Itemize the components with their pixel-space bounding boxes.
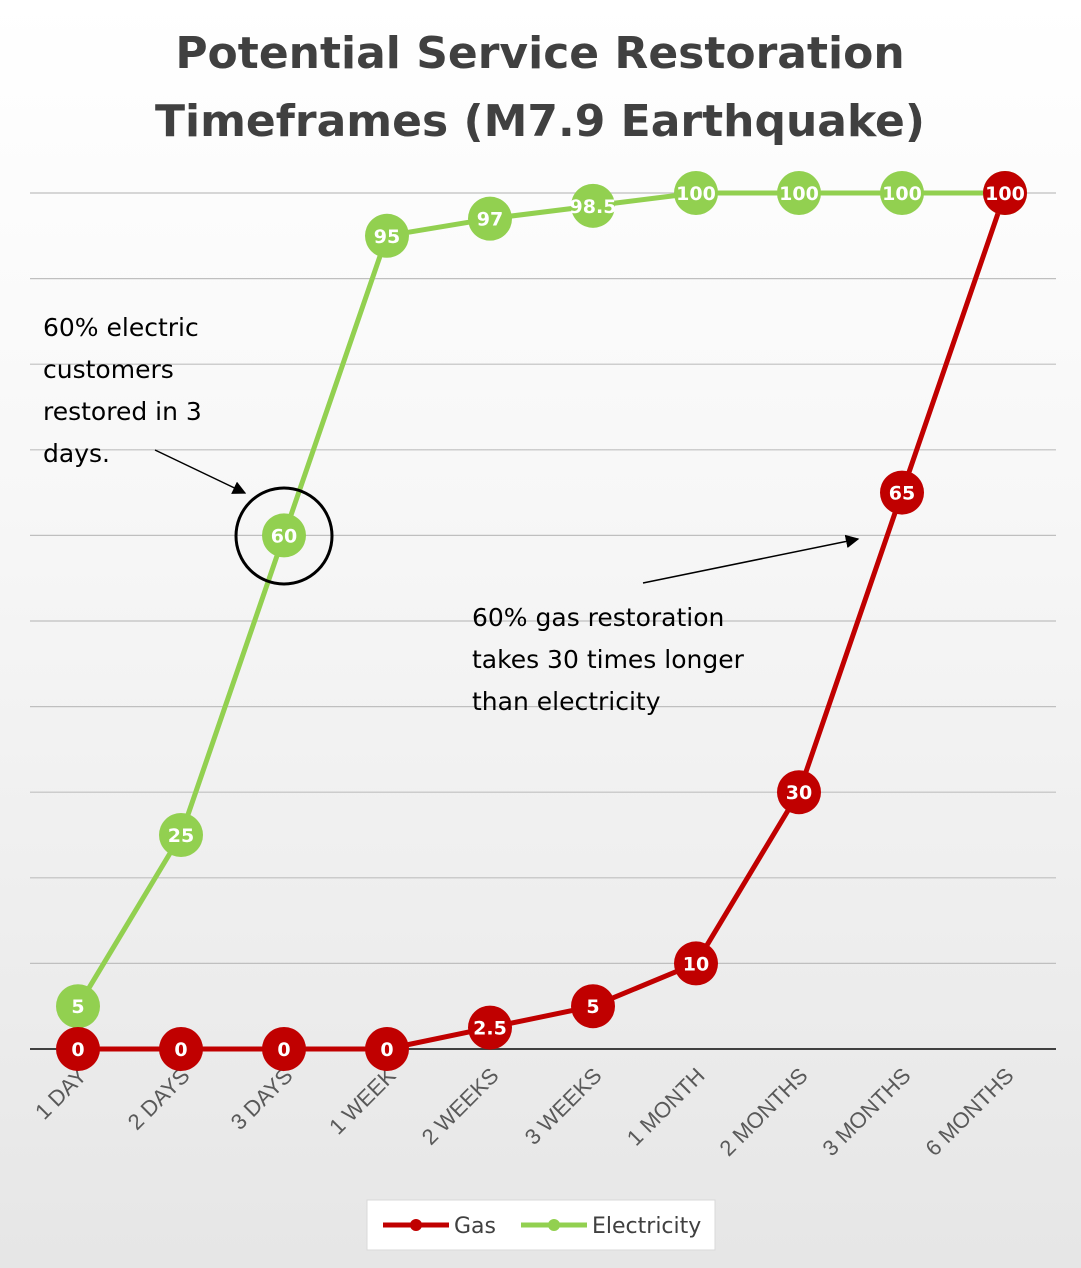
gas-data-label: 10 — [683, 953, 709, 975]
x-tick-label: 3 WEEKS — [520, 1063, 607, 1150]
electricity-data-label: 100 — [676, 183, 716, 205]
chart-title-line-1: Potential Service Restoration — [175, 28, 904, 79]
gas-data-label: 0 — [380, 1039, 393, 1061]
electric-annotation: 60% electric customers restored in 3 day… — [43, 313, 210, 468]
series-electricity — [75, 190, 1005, 1008]
series-layer: 52560959798.510010010010000002.551030651… — [56, 171, 1027, 1071]
electricity-point — [880, 171, 924, 215]
legend-gas-marker — [410, 1219, 422, 1231]
electricity-data-label: 5 — [71, 996, 84, 1018]
gas-point — [468, 1005, 512, 1050]
electricity-data-label: 95 — [374, 226, 400, 248]
legend-electricity-label: Electricity — [592, 1214, 701, 1239]
x-tick-label: 3 DAYS — [226, 1063, 298, 1135]
electricity-point — [159, 813, 203, 857]
electricity-point — [365, 213, 409, 258]
electric-annotation-line: 60% electric — [43, 313, 199, 342]
electricity-point — [262, 513, 306, 558]
gas-data-label: 0 — [277, 1039, 290, 1061]
electricity-point — [777, 171, 821, 215]
gas-data-label: 65 — [889, 483, 915, 505]
x-tick-label: 1 DAY — [30, 1063, 92, 1125]
series-gas — [78, 192, 1008, 1052]
electricity-points: 5 25 60 95 97 98.5 100 100 100 100 — [56, 171, 1027, 1029]
electricity-point — [571, 183, 615, 228]
gas-annotation: 60% gas restoration takes 30 times longe… — [472, 603, 752, 716]
x-tick-label: 1 MONTH — [622, 1063, 710, 1151]
x-tick-label: 6 MONTHS — [920, 1063, 1018, 1161]
electricity-point — [468, 196, 512, 241]
annotations: 60% electric customers restored in 3 day… — [43, 313, 860, 716]
highlight-circle — [234, 486, 334, 586]
gas-data-label: 5 — [586, 996, 599, 1018]
gas-annotation-line: than electricity — [472, 687, 661, 716]
x-tick-label: 3 MONTHS — [817, 1063, 915, 1161]
gas-data-label: 0 — [71, 1039, 84, 1061]
electricity-data-label: 100 — [779, 183, 819, 205]
gas-data-label: 2.5 — [473, 1018, 507, 1040]
legend-gas-label: Gas — [454, 1214, 496, 1239]
x-tick-label: 2 DAYS — [123, 1063, 195, 1135]
gas-point — [365, 1027, 409, 1071]
gas-point — [777, 770, 821, 815]
gas-point — [56, 1027, 100, 1071]
electricity-data-label: 100 — [882, 183, 922, 205]
gas-point — [880, 470, 924, 515]
electricity-point — [674, 171, 718, 215]
legend: Gas Electricity — [366, 1199, 716, 1251]
gas-point — [262, 1027, 306, 1071]
electricity-data-label: 97 — [477, 209, 503, 231]
gas-annotation-line: takes 30 times longer — [472, 645, 745, 674]
gas-data-label: 100 — [985, 183, 1025, 205]
electricity-line — [75, 190, 1005, 1008]
electricity-point — [56, 984, 100, 1029]
chart-title-line-2: Timeframes (M7.9 Earthquake) — [155, 96, 925, 147]
gas-line — [78, 192, 1008, 1052]
electric-annotation-line: restored in 3 — [43, 397, 202, 426]
electric-annotation-line: customers — [43, 355, 174, 384]
electricity-data-label: 98.5 — [570, 196, 617, 218]
legend-electricity-marker — [548, 1219, 560, 1231]
gas-point — [571, 984, 615, 1029]
electricity-data-label: 60 — [271, 525, 297, 547]
gas-point — [159, 1027, 203, 1071]
gas-data-label: 30 — [786, 782, 812, 804]
gas-annotation-line: 60% gas restoration — [472, 603, 724, 632]
gas-data-label: 0 — [174, 1039, 187, 1061]
electricity-data-label: 25 — [168, 825, 194, 847]
x-axis-ticks: 1 DAY 2 DAYS 3 DAYS 1 WEEK 2 WEEKS 3 WEEKS 1 M… — [30, 1063, 1018, 1161]
x-tick-label: 2 MONTHS — [714, 1063, 812, 1161]
x-tick-label: 2 WEEKS — [417, 1063, 504, 1150]
gas-point — [674, 941, 718, 986]
electric-annotation-arrow — [154, 449, 247, 494]
electric-annotation-line: days. — [43, 439, 110, 468]
gas-points: 0 0 0 0 2.5 5 10 30 65 100 — [56, 171, 1027, 1071]
gas-point — [983, 171, 1027, 215]
x-tick-label: 1 WEEK — [324, 1063, 401, 1140]
gas-annotation-arrow — [642, 534, 860, 584]
